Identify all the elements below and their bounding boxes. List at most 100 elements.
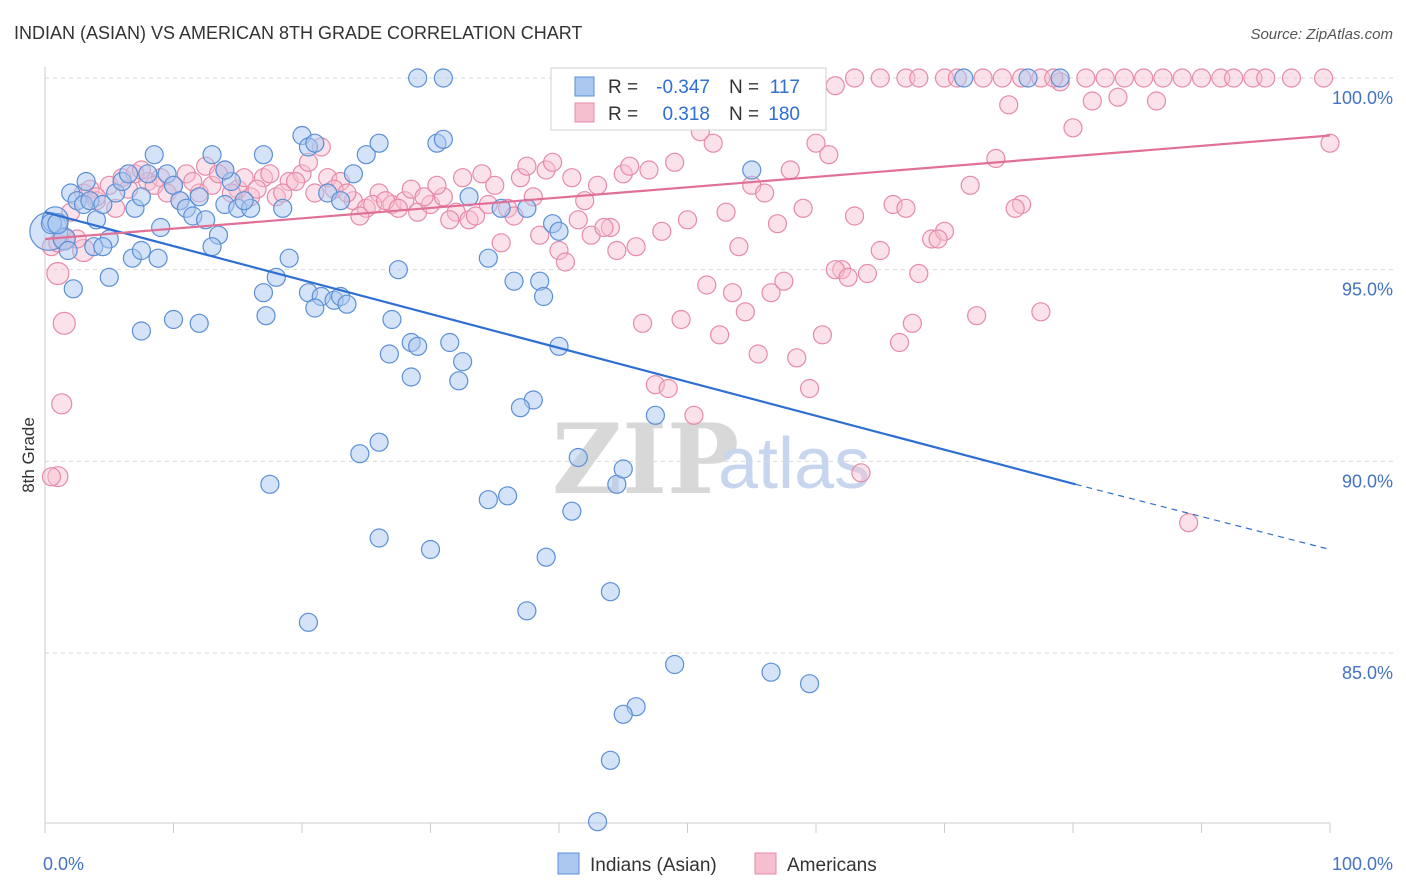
americans-point xyxy=(427,175,447,195)
americans-point xyxy=(1146,91,1167,111)
indians-point xyxy=(408,336,428,356)
indians-point xyxy=(93,194,113,215)
indians-trend-line xyxy=(44,211,1076,486)
indians-point xyxy=(337,294,357,314)
americans-point xyxy=(870,68,890,88)
americans-point xyxy=(465,206,486,226)
indians-point xyxy=(99,267,119,287)
americans-point xyxy=(716,202,736,222)
indians-point xyxy=(63,279,83,299)
indians-point xyxy=(369,432,389,452)
americans-point xyxy=(632,313,653,333)
americans-point xyxy=(844,206,865,226)
indians-point xyxy=(202,145,222,165)
americans-point xyxy=(440,210,460,230)
bottom-legend-label-indians: Indians (Asian) xyxy=(590,855,717,876)
americans-point xyxy=(568,210,588,230)
indians-point xyxy=(453,352,473,372)
americans-point xyxy=(684,405,704,425)
americans-point xyxy=(838,267,858,287)
indians-point xyxy=(382,309,402,330)
stats-legend: R = -0.347 N = 117 R = 0.318 N = 180 xyxy=(550,67,827,131)
chart-title: INDIAN (ASIAN) VS AMERICAN 8TH GRADE COR… xyxy=(14,23,582,43)
americans-point xyxy=(1256,68,1276,88)
americans-point xyxy=(754,183,775,203)
indians-point xyxy=(273,198,293,218)
americans-point xyxy=(1153,68,1173,88)
americans-point xyxy=(1224,68,1244,88)
indians-point xyxy=(189,187,209,207)
americans-point xyxy=(472,164,492,184)
americans-point xyxy=(587,175,608,195)
americans-point xyxy=(812,325,833,345)
americans-point xyxy=(645,375,665,395)
americans-point xyxy=(202,175,222,195)
americans-point xyxy=(1320,133,1340,153)
americans-point xyxy=(999,95,1019,115)
indians-point xyxy=(440,332,460,353)
indians-point xyxy=(343,164,363,184)
americans-point xyxy=(1063,118,1083,138)
americans-point xyxy=(52,311,76,335)
indians-point xyxy=(131,187,151,207)
americans-point xyxy=(600,217,621,238)
americans-point xyxy=(260,164,280,184)
americans-point xyxy=(677,210,698,230)
americans-point xyxy=(767,214,788,234)
series-legend: Indians (Asian) Americans xyxy=(557,852,877,876)
americans-point xyxy=(491,233,511,253)
americans-point xyxy=(542,152,563,172)
indians-point xyxy=(260,474,280,494)
indians-point xyxy=(138,164,158,184)
americans-point xyxy=(658,378,678,399)
indians-point xyxy=(420,539,441,560)
legend-n-value-americans: 180 xyxy=(768,104,800,125)
indians-point xyxy=(549,221,569,241)
legend-n-label-americans: N = xyxy=(729,104,759,125)
indians-point xyxy=(533,286,554,307)
indians-point xyxy=(562,501,582,521)
americans-point xyxy=(1191,68,1212,88)
indians-point xyxy=(536,547,556,567)
indians-point xyxy=(799,674,820,694)
americans-point xyxy=(793,198,813,218)
americans-point xyxy=(748,344,768,364)
indians-point xyxy=(234,191,254,211)
indians-point xyxy=(587,812,608,832)
americans-point xyxy=(986,148,1006,169)
indians-point xyxy=(144,145,164,165)
indians-point xyxy=(613,459,633,479)
americans-point xyxy=(1005,198,1025,218)
americans-point xyxy=(41,467,62,487)
americans-point xyxy=(703,133,723,153)
legend-r-label-americans: R = xyxy=(608,104,638,125)
indians-point xyxy=(954,68,974,88)
americans-point xyxy=(870,240,890,261)
indians-point xyxy=(388,260,408,280)
americans-point xyxy=(285,171,306,192)
americans-point xyxy=(1172,68,1192,88)
indians-point xyxy=(568,447,588,468)
indians-point xyxy=(379,344,399,364)
indians-point xyxy=(433,129,453,149)
americans-point xyxy=(851,463,871,483)
americans-point xyxy=(639,160,659,180)
americans-point xyxy=(819,145,839,165)
americans-point xyxy=(735,302,755,322)
indians-point xyxy=(1050,68,1070,88)
americans-point xyxy=(973,68,993,88)
indians-point xyxy=(47,213,69,235)
y-tick-label-2: 90.0% xyxy=(1342,471,1393,491)
americans-point xyxy=(613,164,633,184)
americans-point xyxy=(453,168,473,188)
bottom-legend-swatch-indians xyxy=(557,852,580,875)
americans-point xyxy=(928,229,948,249)
americans-point xyxy=(510,168,531,188)
americans-point xyxy=(414,187,434,207)
indians-point xyxy=(202,237,222,257)
americans-point xyxy=(1031,302,1051,322)
trend-lines xyxy=(44,134,1331,551)
y-tick-labels: 100.0% 95.0% 90.0% 85.0% xyxy=(1332,88,1393,683)
americans-point xyxy=(46,261,70,286)
